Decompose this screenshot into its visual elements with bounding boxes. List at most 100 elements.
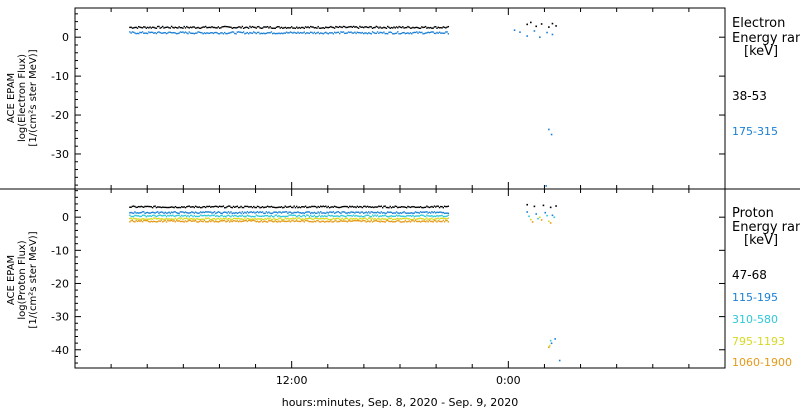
proton-series-3-point — [325, 215, 327, 217]
proton-series-1-point — [235, 205, 237, 208]
proton-series-5-point — [177, 220, 179, 222]
proton-series-2-point — [189, 211, 192, 214]
electron-series-1-point — [189, 26, 192, 28]
electron-series-2-point — [196, 32, 198, 34]
proton-series-1-point — [330, 206, 332, 208]
proton-series-4-point — [255, 218, 257, 220]
electron-series-1-point — [134, 26, 136, 29]
proton-series-4-point — [351, 218, 354, 220]
proton-series-1-point — [180, 206, 183, 208]
proton-series-5-point — [385, 220, 388, 222]
proton-series-1-point — [174, 205, 177, 208]
proton-series-5-point — [246, 220, 249, 223]
proton-series-1-point — [345, 205, 347, 208]
proton-series-4-point — [344, 218, 346, 220]
electron-series-2-point — [278, 32, 280, 34]
proton-series-3-point — [225, 215, 227, 218]
electron-series-1-point — [131, 27, 134, 29]
electron-series-1-point — [526, 23, 528, 26]
electron-series-2-point — [403, 31, 405, 34]
proton-series-4-point — [242, 218, 245, 221]
proton-series-2-point — [153, 211, 155, 214]
proton-series-3-point — [446, 215, 448, 217]
proton-series-3-point — [356, 215, 359, 217]
proton-series-3-point — [194, 215, 197, 218]
proton-series-1-point — [347, 206, 350, 209]
proton-series-3-point — [288, 214, 290, 216]
proton-series-2-point — [167, 212, 169, 214]
proton-series-4-point — [373, 218, 375, 221]
electron-series-2-point — [364, 32, 366, 34]
electron-y-tick-label: -10 — [51, 70, 69, 83]
proton-series-5-point — [256, 220, 259, 222]
electron-series-1-point — [223, 25, 226, 28]
proton-series-3-point — [416, 215, 418, 217]
electron-series-1-point — [146, 26, 149, 29]
proton-series-4-point — [182, 218, 184, 221]
proton-series-2-point — [385, 212, 388, 214]
electron-series-2-point — [369, 32, 371, 35]
proton-series-5-point — [261, 221, 264, 223]
proton-series-3-point — [304, 215, 307, 218]
proton-series-1-point — [280, 206, 283, 208]
electron-series-2-point — [222, 33, 225, 35]
proton-series-1-point — [135, 206, 137, 209]
electron-series-1-point — [299, 27, 302, 29]
electron-series-1-point — [215, 27, 217, 29]
electron-series-2-point — [344, 32, 346, 35]
proton-series-1-point — [162, 206, 164, 208]
proton-series-5-point — [263, 220, 265, 223]
proton-series-5-point — [330, 220, 332, 222]
electron-series-2-point — [440, 32, 442, 34]
electron-series-1-point — [555, 25, 557, 27]
proton-series-3-point — [317, 215, 319, 218]
electron-series-1-point — [405, 26, 408, 29]
proton-series-4-point — [380, 218, 383, 220]
proton-series-1-point — [194, 205, 197, 207]
proton-series-4-point — [278, 217, 280, 220]
proton-series-1-point — [266, 205, 269, 207]
electron-series-2-point — [306, 32, 308, 34]
proton-series-4-point — [193, 218, 196, 220]
proton-series-3-point — [260, 215, 263, 218]
electron-series-1-point — [211, 26, 213, 28]
electron-series-1-point — [241, 25, 244, 28]
proton-series-4-point — [394, 218, 396, 221]
proton-series-5-point — [143, 219, 145, 222]
proton-series-2-point — [408, 212, 410, 214]
proton-series-3-point — [405, 215, 408, 217]
electron-series-2-point — [167, 32, 169, 34]
electron-series-1-point — [357, 27, 360, 29]
proton-series-5-point — [355, 219, 357, 222]
proton-series-2-point — [384, 212, 386, 215]
proton-series-2-point — [282, 211, 284, 213]
proton-series-3-point — [205, 214, 207, 217]
proton-series-5-point — [218, 220, 221, 223]
electron-series-1-point — [217, 26, 220, 28]
proton-series-2-point — [273, 211, 275, 213]
proton-series-5-point — [548, 346, 550, 349]
electron-series-2-point — [322, 33, 324, 35]
proton-series-2-point — [418, 212, 420, 214]
proton-series-2-point — [423, 211, 426, 213]
proton-series-2-point — [245, 212, 247, 214]
electron-series-1-point — [263, 26, 265, 28]
proton-series-4-point — [308, 217, 311, 219]
proton-series-4-point — [375, 218, 378, 221]
proton-series-2-point — [302, 212, 304, 214]
proton-series-1-point — [277, 206, 279, 209]
electron-series-1-point — [244, 26, 246, 29]
proton-series-1-point — [270, 205, 273, 208]
proton-series-3-point — [302, 214, 304, 217]
proton-series-3-point — [308, 216, 311, 218]
electron-series-1-point — [399, 26, 402, 28]
proton-series-4-point — [428, 218, 431, 220]
proton-series-2-point — [554, 338, 556, 340]
proton-series-2-point — [436, 211, 438, 213]
proton-series-3-point — [414, 215, 417, 217]
proton-series-4-point — [198, 218, 201, 221]
proton-series-2-point — [437, 211, 439, 214]
electron-series-1-point — [282, 27, 284, 29]
proton-series-3-point — [443, 215, 446, 218]
proton-series-4-point — [307, 218, 309, 220]
